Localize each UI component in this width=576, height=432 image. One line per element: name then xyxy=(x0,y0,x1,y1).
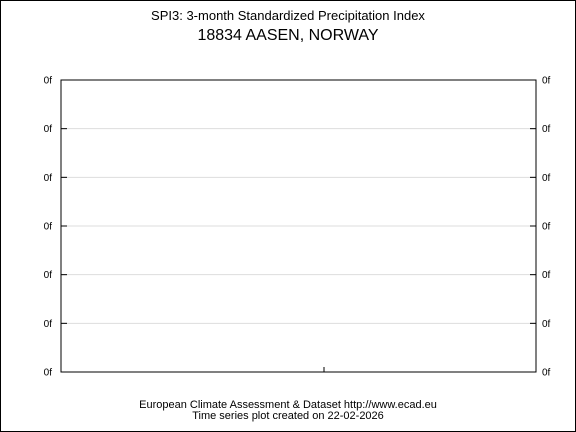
y-tick-label-left: 0f xyxy=(44,368,53,379)
y-tick-label-right: 0f xyxy=(542,270,551,281)
y-tick-label-left: 0f xyxy=(44,173,53,184)
y-tick-label-right: 0f xyxy=(542,319,551,330)
footer-created: Time series plot created on 22-02-2026 xyxy=(192,410,384,422)
chart-title: SPI3: 3-month Standardized Precipitation… xyxy=(151,8,425,23)
footer-source: European Climate Assessment & Dataset ht… xyxy=(139,399,437,411)
y-tick-label-left: 0f xyxy=(44,270,53,281)
y-tick-label-left: 0f xyxy=(44,76,53,87)
y-tick-label-left: 0f xyxy=(44,222,53,233)
y-tick-label-right: 0f xyxy=(542,173,551,184)
y-tick-label-right: 0f xyxy=(542,76,551,87)
y-tick-label-left: 0f xyxy=(44,124,53,135)
grid-lines xyxy=(61,128,536,324)
y-tick-label-right: 0f xyxy=(542,124,551,135)
plot-area xyxy=(60,79,537,373)
chart-subtitle: 18834 AASEN, NORWAY xyxy=(197,27,379,44)
y-tick-label-left: 0f xyxy=(44,319,53,330)
y-tick-label-right: 0f xyxy=(542,222,551,233)
y-axis-ticks: 0f 0f 0f 0f 0f 0f 0f 0f 0f 0f 0f 0f 0f 0f xyxy=(44,76,551,379)
y-tick-label-right: 0f xyxy=(542,368,551,379)
